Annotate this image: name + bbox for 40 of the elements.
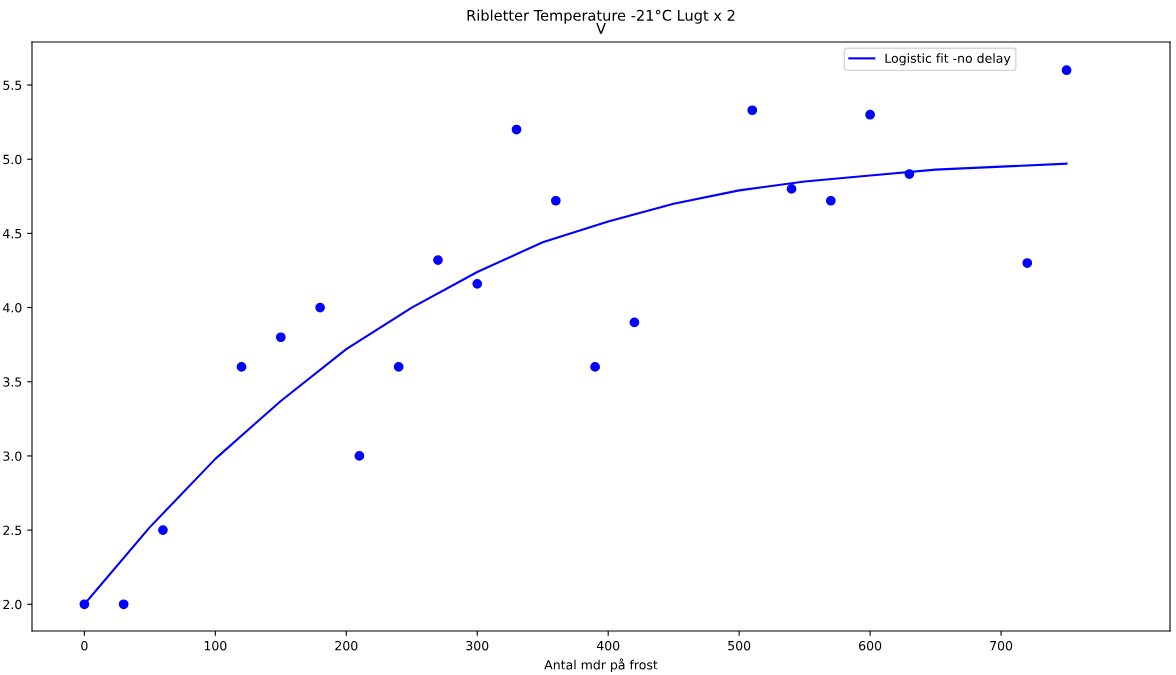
y-tick-label: 4.0 bbox=[3, 303, 22, 313]
point bbox=[825, 195, 836, 206]
x-tick-label: 100 bbox=[204, 640, 227, 651]
point bbox=[747, 105, 758, 116]
point bbox=[275, 332, 286, 343]
y-tick-label: 3.5 bbox=[3, 377, 22, 387]
x-tick-label: 200 bbox=[335, 640, 358, 651]
x-axis-title: Antal mdr på frost bbox=[544, 658, 658, 672]
point bbox=[354, 451, 365, 461]
point bbox=[550, 195, 561, 206]
y-tick-label: 2.0 bbox=[3, 599, 22, 610]
point bbox=[511, 124, 522, 135]
y-tick-label: 5.0 bbox=[3, 154, 22, 165]
point bbox=[1061, 65, 1072, 76]
point bbox=[1022, 258, 1033, 268]
point bbox=[786, 184, 797, 194]
y-tick-label: 3.0 bbox=[3, 451, 22, 461]
point bbox=[118, 599, 129, 610]
point bbox=[393, 362, 404, 372]
y-tick-label: 4.5 bbox=[3, 229, 22, 239]
point bbox=[79, 599, 90, 610]
point bbox=[433, 255, 443, 265]
y-tick-label: 5.5 bbox=[3, 80, 22, 90]
point bbox=[472, 278, 483, 289]
point bbox=[904, 169, 915, 179]
x-tick-label: 300 bbox=[466, 640, 489, 651]
point bbox=[158, 525, 168, 535]
x-tick-label: 400 bbox=[596, 640, 620, 651]
chart-title: Ribletter Temperature -21°C Lugt x 2 V bbox=[467, 9, 735, 34]
point bbox=[236, 362, 247, 372]
point bbox=[315, 302, 325, 313]
legend-label: Logistic fit -no delay bbox=[885, 53, 1011, 66]
x-tick-label: 700 bbox=[990, 640, 1013, 651]
point bbox=[629, 317, 640, 328]
x-tick-label: 600 bbox=[859, 640, 882, 651]
x-tick-label: 500 bbox=[728, 640, 751, 651]
point bbox=[865, 109, 875, 120]
point bbox=[590, 362, 600, 372]
y-tick-label: 2.5 bbox=[3, 525, 22, 536]
x-tick-label: 0 bbox=[81, 640, 88, 651]
